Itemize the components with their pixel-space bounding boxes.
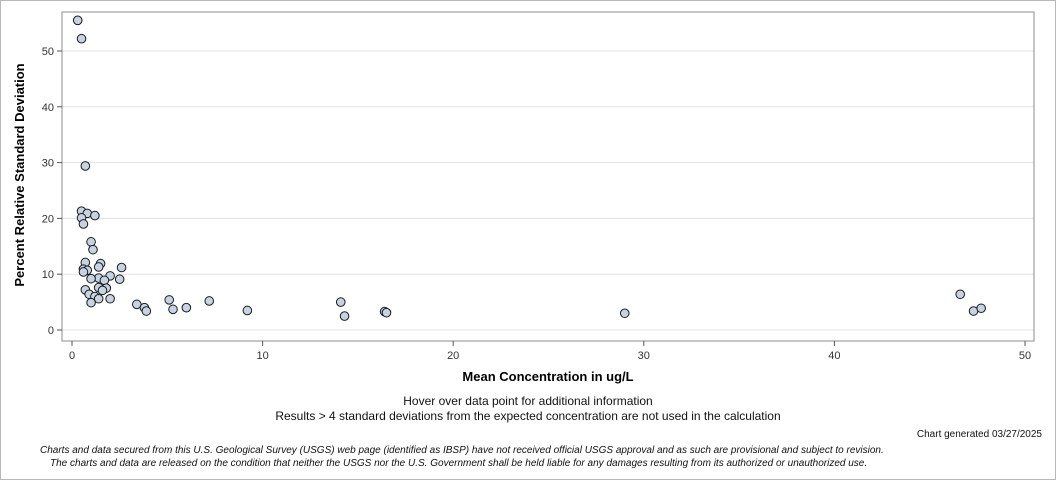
hover-hint: Hover over data point for additional inf… <box>403 394 653 408</box>
data-point[interactable] <box>381 307 392 318</box>
plot-area <box>61 11 1035 342</box>
data-point[interactable] <box>86 297 96 308</box>
data-point[interactable] <box>976 303 986 314</box>
disclaimer-line-1: Charts and data secured from this U.S. G… <box>40 445 884 456</box>
data-points <box>72 15 986 321</box>
data-point[interactable] <box>164 295 175 305</box>
y-tick-label: 0 <box>48 325 54 337</box>
data-point[interactable] <box>955 289 965 300</box>
data-point[interactable] <box>97 285 108 296</box>
data-point[interactable] <box>114 274 125 285</box>
data-point[interactable] <box>619 308 630 319</box>
axes: 0 10 20 30 40 50 0 10 20 30 40 50 <box>42 46 1031 362</box>
data-point[interactable] <box>99 275 110 286</box>
data-point[interactable] <box>88 244 98 255</box>
y-tick-label: 50 <box>42 46 54 58</box>
data-point[interactable] <box>76 33 87 44</box>
data-point[interactable] <box>72 15 83 26</box>
x-tick-label: 0 <box>69 350 75 362</box>
generated-date: Chart generated 03/27/2025 <box>916 429 1042 440</box>
data-point[interactable] <box>141 306 152 316</box>
data-point[interactable] <box>242 305 253 316</box>
data-point[interactable] <box>78 267 89 277</box>
y-tick-label: 20 <box>42 213 54 225</box>
x-tick-label: 30 <box>638 350 650 362</box>
data-point[interactable] <box>181 302 192 313</box>
y-tick-label: 40 <box>42 102 54 114</box>
x-tick-label: 50 <box>1019 350 1031 362</box>
data-point[interactable] <box>105 293 115 304</box>
data-point[interactable] <box>339 311 350 321</box>
data-point[interactable] <box>80 161 91 171</box>
y-tick-label: 10 <box>42 269 54 281</box>
exclusion-note: Results > 4 standard deviations from the… <box>275 409 781 423</box>
x-tick-label: 20 <box>447 350 459 362</box>
data-point[interactable] <box>93 262 104 272</box>
data-point[interactable] <box>116 262 127 273</box>
data-point[interactable] <box>335 297 346 307</box>
grid-lines <box>62 50 1034 331</box>
disclaimer: Charts and data secured from this U.S. G… <box>40 444 1020 470</box>
data-point[interactable] <box>78 219 89 229</box>
data-point[interactable] <box>168 304 178 315</box>
y-tick-label: 30 <box>42 158 54 170</box>
x-tick-label: 10 <box>256 350 268 362</box>
data-point[interactable] <box>86 273 96 284</box>
data-point[interactable] <box>93 293 104 304</box>
data-point[interactable] <box>86 237 96 247</box>
scatter-chart: 0 10 20 30 40 50 0 10 20 30 40 50 Mean Concentratio… <box>12 11 1035 384</box>
x-tick-label: 40 <box>828 350 840 362</box>
data-point[interactable] <box>204 296 215 306</box>
y-axis-title: Percent Relative Standard Deviation <box>12 63 27 286</box>
data-point[interactable] <box>90 210 100 221</box>
x-axis-title: Mean Concentration in ug/L <box>462 369 633 384</box>
disclaimer-line-2: The charts and data are released on the … <box>50 458 868 469</box>
